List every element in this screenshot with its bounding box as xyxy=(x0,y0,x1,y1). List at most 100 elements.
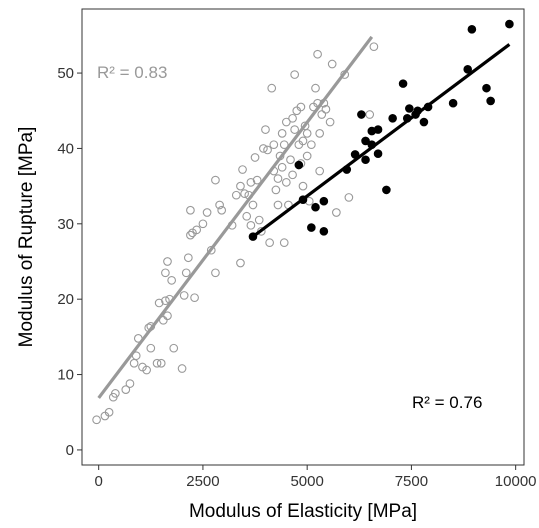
x-tick-label: 0 xyxy=(95,473,103,490)
x-axis-title: Modulus of Elasticity [MPa] xyxy=(189,501,417,522)
y-tick-label: 20 xyxy=(57,291,74,308)
data-point-series-1-29 xyxy=(486,96,495,106)
data-point-series-0-17 xyxy=(156,358,166,368)
data-point-series-1-10 xyxy=(361,155,370,165)
data-point-series-0-90 xyxy=(306,140,316,150)
data-point-series-0-72 xyxy=(281,178,291,187)
y-axis-title: Modulus of Rupture [MPa] xyxy=(16,127,37,348)
data-point-series-0-43 xyxy=(231,190,241,200)
data-point-series-0-84 xyxy=(298,181,308,191)
plot-panel-border xyxy=(81,8,525,466)
x-tick-label: 5000 xyxy=(290,473,323,490)
data-point-series-1-3 xyxy=(307,223,316,232)
data-point-series-1-16 xyxy=(382,185,391,195)
data-point-series-0-44 xyxy=(236,181,245,191)
y-tick-label: 40 xyxy=(57,140,74,157)
r2-annotation-open-series: R² = 0.83 xyxy=(97,63,167,82)
data-point-series-0-36 xyxy=(202,208,212,217)
y-tick-label: 10 xyxy=(57,367,74,384)
y-tick-label: 50 xyxy=(57,65,74,82)
data-point-series-0-2 xyxy=(104,407,114,417)
data-point-series-0-51 xyxy=(246,220,256,230)
data-point-series-0-59 xyxy=(263,145,272,155)
data-point-series-0-70 xyxy=(279,140,289,150)
data-point-series-0-22 xyxy=(163,311,172,321)
data-point-series-0-41 xyxy=(217,205,227,215)
data-point-series-0-106 xyxy=(365,110,375,119)
data-point-series-0-37 xyxy=(206,245,216,255)
data-point-series-0-28 xyxy=(181,268,191,278)
data-point-series-0-78 xyxy=(290,70,300,79)
data-point-series-0-16 xyxy=(154,298,164,308)
data-point-series-0-4 xyxy=(111,389,120,398)
y-tick-label: 0 xyxy=(66,442,74,459)
data-point-series-0-101 xyxy=(327,59,337,69)
data-point-series-0-21 xyxy=(163,257,172,266)
data-point-series-0-75 xyxy=(286,155,295,165)
data-point-series-0-77 xyxy=(288,113,297,123)
data-point-series-0-20 xyxy=(161,268,170,278)
data-point-series-0-19 xyxy=(161,296,170,306)
data-point-series-1-26 xyxy=(463,64,473,74)
data-point-series-1-28 xyxy=(482,83,491,93)
data-point-series-0-58 xyxy=(261,125,270,134)
data-point-series-0-0 xyxy=(92,415,101,425)
data-point-series-1-5 xyxy=(319,196,329,206)
data-point-series-0-102 xyxy=(332,208,341,217)
data-point-series-1-1 xyxy=(294,160,304,170)
data-point-series-0-53 xyxy=(250,153,260,162)
data-point-series-0-45 xyxy=(236,258,245,268)
data-point-series-0-66 xyxy=(273,200,283,210)
data-point-series-0-30 xyxy=(186,230,195,240)
data-point-series-0-76 xyxy=(288,170,297,180)
data-point-series-0-94 xyxy=(313,49,322,59)
data-point-series-1-23 xyxy=(419,117,429,127)
data-point-series-0-95 xyxy=(315,166,325,176)
data-point-series-0-79 xyxy=(290,125,300,134)
data-point-series-0-100 xyxy=(325,117,335,127)
data-point-series-0-50 xyxy=(246,178,256,187)
data-point-series-1-14 xyxy=(373,149,383,159)
data-point-series-0-71 xyxy=(279,238,289,248)
data-point-series-0-7 xyxy=(129,358,139,368)
data-point-series-0-55 xyxy=(254,215,264,225)
x-tick-label: 7500 xyxy=(395,473,428,490)
data-point-series-0-82 xyxy=(296,102,306,112)
data-point-series-0-97 xyxy=(317,110,327,119)
series-layer xyxy=(92,19,514,425)
data-point-series-1-4 xyxy=(311,202,320,212)
data-point-series-0-105 xyxy=(369,42,379,52)
data-point-series-0-96 xyxy=(315,129,325,138)
y-tick-label: 30 xyxy=(57,216,74,233)
data-point-series-0-33 xyxy=(190,293,199,303)
data-point-series-0-26 xyxy=(177,364,187,373)
data-point-series-1-6 xyxy=(319,227,329,236)
data-point-series-0-88 xyxy=(302,129,312,138)
data-point-series-0-39 xyxy=(211,175,220,185)
data-point-series-0-25 xyxy=(169,343,179,353)
data-point-series-1-15 xyxy=(373,125,383,134)
data-point-series-0-92 xyxy=(311,83,320,93)
data-point-series-1-9 xyxy=(357,110,366,119)
data-point-series-0-54 xyxy=(252,175,262,185)
data-point-series-0-15 xyxy=(152,358,162,368)
data-point-series-0-85 xyxy=(298,136,308,146)
data-point-series-0-35 xyxy=(198,219,208,229)
data-point-series-0-99 xyxy=(321,104,331,114)
data-point-series-0-52 xyxy=(248,200,258,210)
data-point-series-0-38 xyxy=(211,268,220,278)
data-point-series-0-69 xyxy=(277,162,287,172)
data-point-series-0-61 xyxy=(267,83,277,93)
data-point-series-0-6 xyxy=(125,379,135,388)
data-point-series-0-87 xyxy=(302,151,312,161)
data-point-series-1-17 xyxy=(388,113,397,123)
fit-line-series-1 xyxy=(252,43,511,238)
data-point-series-0-11 xyxy=(142,365,151,375)
data-point-series-0-60 xyxy=(265,238,274,248)
data-point-series-0-24 xyxy=(167,275,177,285)
fit-line-series-0 xyxy=(97,35,374,399)
data-point-series-0-40 xyxy=(215,200,224,210)
data-point-series-0-68 xyxy=(277,129,287,138)
data-point-series-0-5 xyxy=(121,385,131,394)
